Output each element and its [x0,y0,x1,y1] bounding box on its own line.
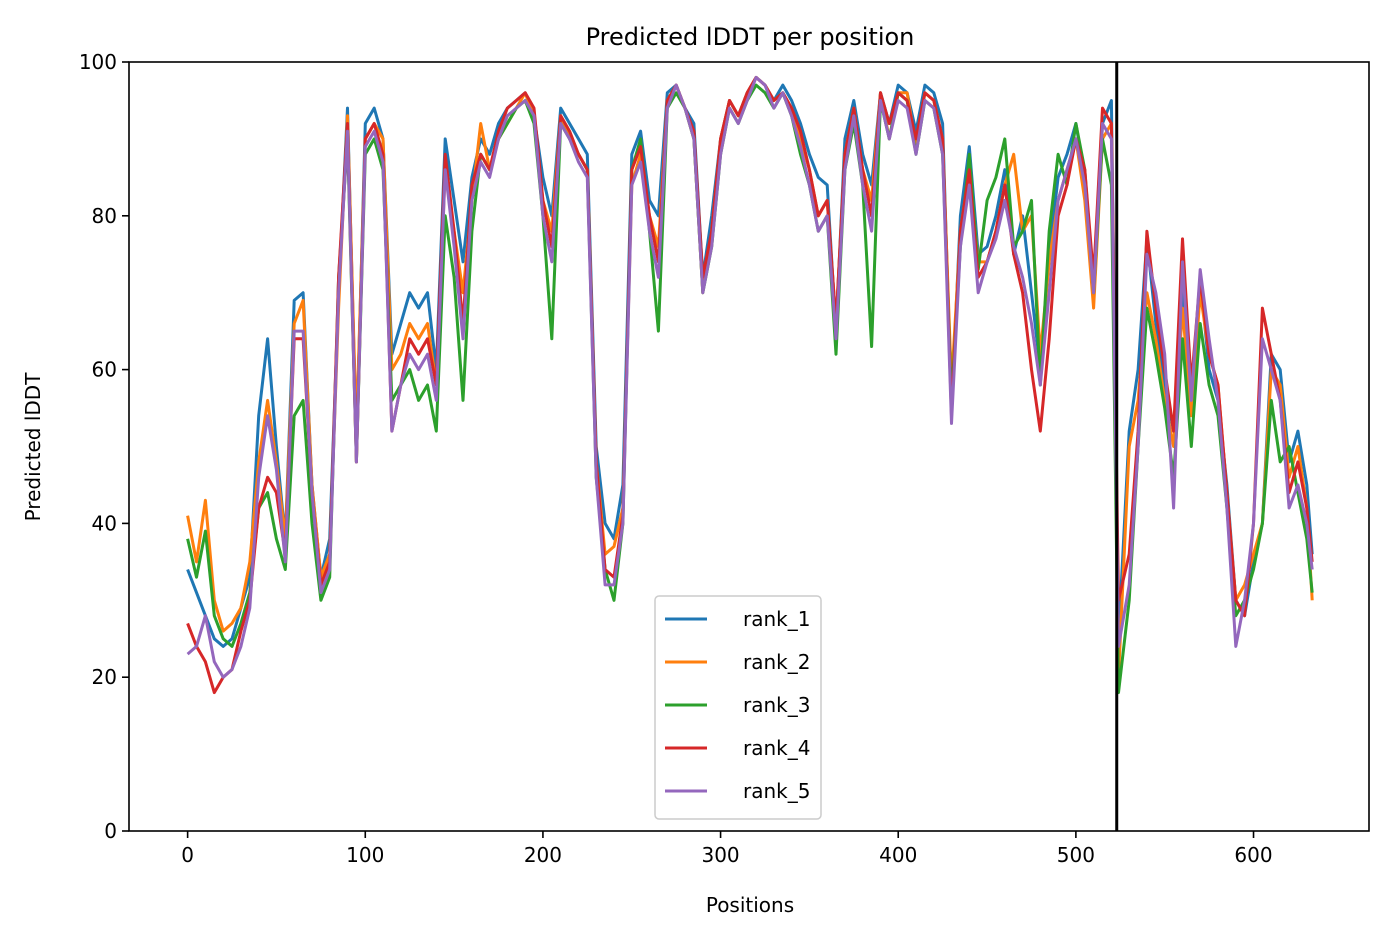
y-tick-label: 0 [104,819,117,843]
legend-label-rank_5: rank_5 [743,779,810,803]
y-tick-label: 100 [79,50,117,74]
legend-label-rank_3: rank_3 [743,693,810,717]
legend-label-rank_2: rank_2 [743,650,810,674]
legend-label-rank_1: rank_1 [743,607,810,631]
legend-label-rank_4: rank_4 [743,736,810,760]
x-tick-label: 100 [346,843,384,867]
x-tick-label: 300 [701,843,739,867]
x-tick-label: 400 [879,843,917,867]
x-axis-title: Positions [706,893,794,917]
y-tick-label: 20 [92,665,117,689]
y-tick-label: 40 [92,511,117,535]
x-tick-label: 200 [524,843,562,867]
y-tick-label: 60 [92,358,117,382]
plot-frame [128,61,1370,832]
y-axis: 0 20 40 60 80 100 [79,50,129,843]
x-tick-label: 600 [1234,843,1272,867]
y-tick-label: 80 [92,204,117,228]
x-tick-label: 0 [181,843,194,867]
plot-area [186,62,1314,831]
legend-box [654,595,822,820]
chart-title: Predicted lDDT per position [586,23,915,51]
x-axis: 0 100 200 300 400 500 600 [181,831,1273,867]
series-line-rank_5 [186,75,1314,679]
legend: rank_1 rank_2 rank_3 rank_4 rank_5 [654,595,822,820]
y-axis-title: Predicted lDDT [21,372,45,522]
x-tick-label: 500 [1057,843,1095,867]
